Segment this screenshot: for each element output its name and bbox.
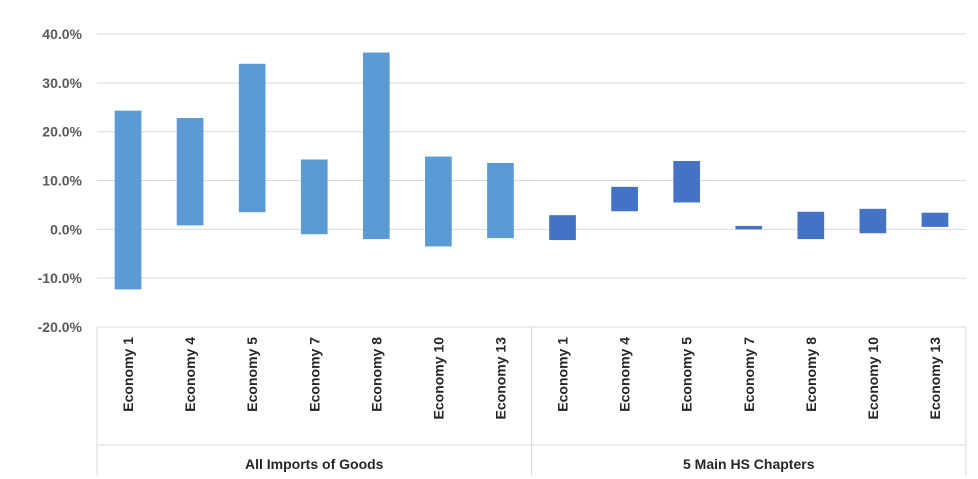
bar [673,160,701,203]
bar [549,215,576,241]
bar [176,117,204,226]
group-label: 5 Main HS Chapters [683,456,815,472]
bar [300,159,328,235]
x-tick-label: Economy 5 [679,337,695,412]
x-tick-label: Economy 10 [430,337,446,420]
x-tick-label: Economy 1 [555,337,571,412]
x-tick-label: Economy 8 [368,337,384,412]
x-tick-label: Economy 4 [617,337,633,412]
x-tick-label: Economy 4 [182,337,198,412]
x-tick-label: Economy 8 [803,337,819,412]
bar [362,52,390,240]
y-tick-label: 30.0% [42,75,82,91]
bar [611,186,638,212]
bar [797,211,825,240]
y-tick-label: -20.0% [38,319,83,335]
x-tick-label: Economy 13 [492,337,508,420]
x-tick-label: Economy 7 [741,337,757,412]
x-axis: Economy 1 Economy 4 Economy 5 Economy 7 Econ… [96,326,967,476]
bars [114,52,949,290]
y-tick-label: -10.0% [38,270,83,286]
bar [114,110,142,290]
x-tick-label: Economy 7 [306,337,322,412]
bar [921,212,949,227]
y-axis-ticks: -20.0% -10.0% 0.0% 10.0% 20.0% 30.0% 40.0% [38,26,83,335]
gridlines [97,33,966,328]
group-label: All Imports of Goods [245,456,384,472]
y-tick-label: 10.0% [42,173,82,189]
x-tick-label: Economy 10 [865,337,881,420]
bar [238,63,266,213]
x-tick-label: Economy 13 [927,337,943,420]
y-tick-label: 0.0% [50,221,82,237]
y-tick-label: 20.0% [42,124,82,140]
bar [859,208,887,234]
x-tick-label: Economy 1 [120,337,136,412]
bar [735,225,763,230]
bar [425,156,452,247]
y-tick-label: 40.0% [42,26,82,42]
bar [487,162,514,239]
x-tick-label: Economy 5 [244,337,260,412]
